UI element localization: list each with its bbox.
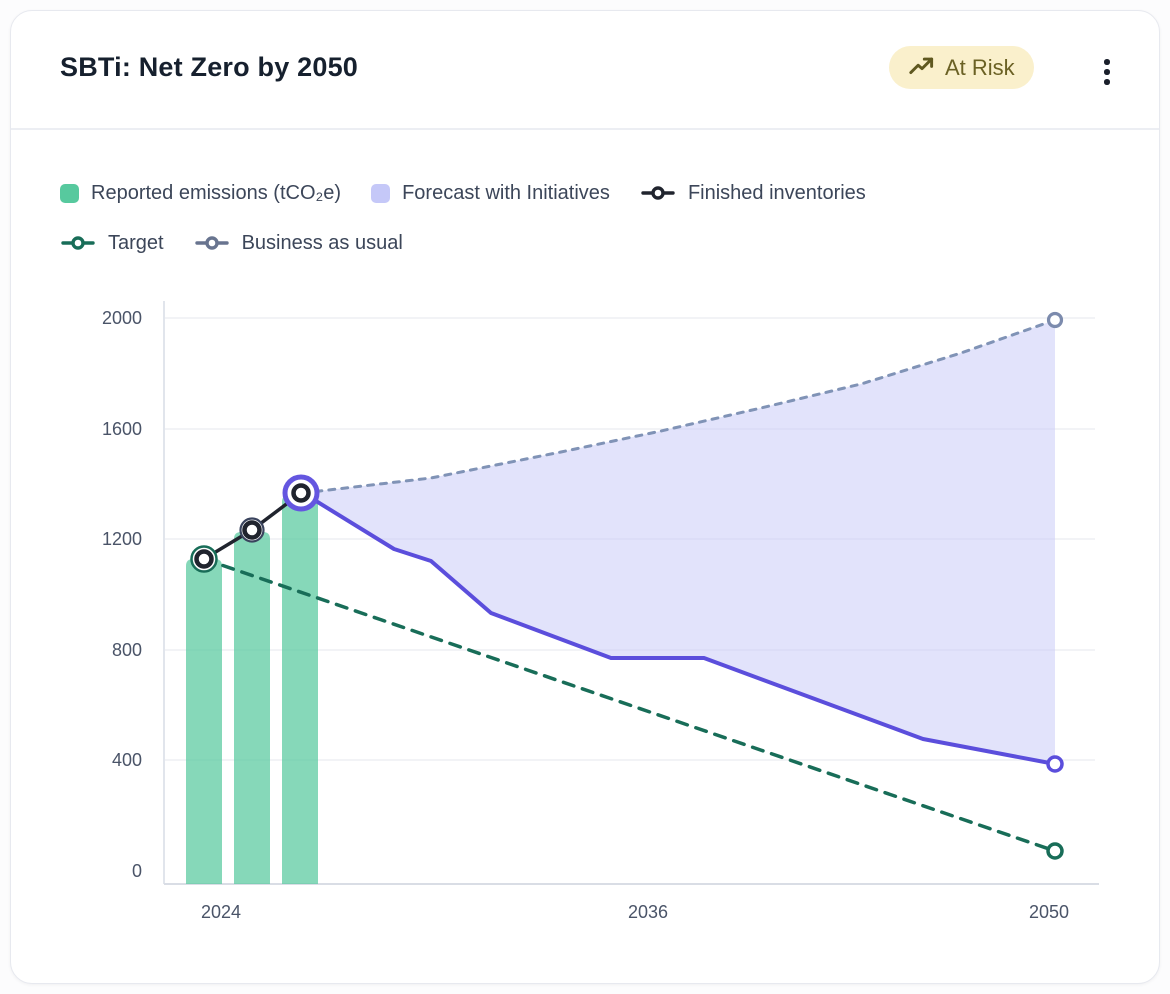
svg-text:2024: 2024: [201, 902, 241, 922]
legend-item-target[interactable]: Target: [60, 230, 164, 256]
svg-text:2050: 2050: [1029, 902, 1069, 922]
status-badge-label: At Risk: [945, 54, 1015, 80]
legend-label: Finished inventories: [687, 181, 866, 204]
business-as-usual-marker-icon: [194, 236, 229, 250]
legend-item-finished-inventories[interactable]: Finished inventories: [640, 180, 866, 206]
header-divider: [11, 128, 1159, 130]
legend-label: Business as usual: [241, 231, 403, 254]
svg-text:1600: 1600: [102, 419, 142, 439]
page-title: SBTi: Net Zero by 2050: [60, 52, 358, 82]
forecast-swatch: [371, 183, 391, 203]
svg-text:0: 0: [132, 861, 142, 881]
legend-item-forecast[interactable]: Forecast with Initiatives: [371, 180, 610, 206]
target-marker-icon: [61, 236, 95, 250]
svg-text:400: 400: [112, 750, 142, 770]
svg-text:2036: 2036: [628, 902, 668, 922]
kebab-menu-icon[interactable]: [1093, 53, 1121, 91]
legend-label: Forecast with Initiatives: [402, 181, 610, 204]
svg-text:1200: 1200: [102, 529, 142, 549]
trending-up-icon: [908, 54, 935, 81]
legend-label: Target: [108, 231, 164, 254]
reported-emissions-swatch: [60, 183, 79, 203]
emissions-chart: 2000 1600 1200 800 400 0 2024 2036 2050: [102, 301, 1099, 922]
legend-item-business-as-usual[interactable]: Business as usual: [194, 230, 403, 256]
legend-row-1: Reported emissions (tCO₂e) Forecast with…: [60, 180, 866, 206]
goal-card: SBTi: Net Zero by 2050 At Risk Reported …: [10, 10, 1160, 984]
legend-item-reported-emissions[interactable]: Reported emissions (tCO₂e): [60, 180, 341, 206]
svg-text:2000: 2000: [102, 308, 142, 328]
status-badge: At Risk: [889, 46, 1034, 89]
legend-row-2: Target Business as usual: [60, 230, 403, 256]
svg-text:800: 800: [112, 640, 142, 660]
finished-inventories-marker-icon: [641, 186, 675, 200]
legend-label: Reported emissions (tCO₂e): [91, 181, 342, 204]
